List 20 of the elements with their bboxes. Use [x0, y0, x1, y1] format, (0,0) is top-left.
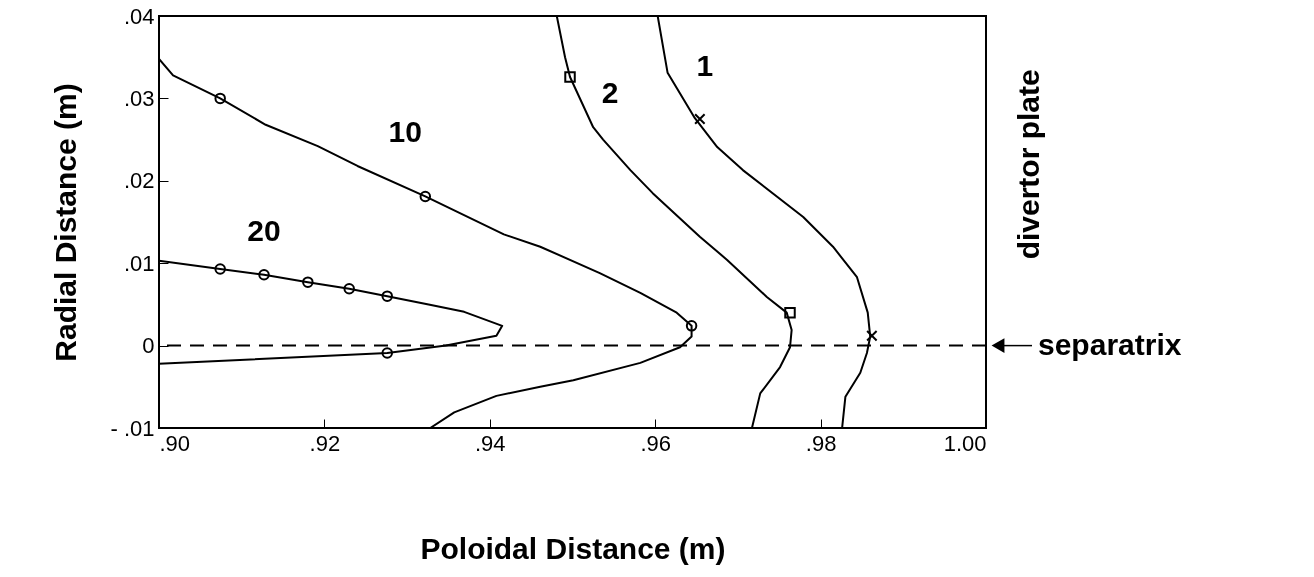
series-label: 2 [601, 76, 619, 110]
y-tick-label: - .01 [110, 415, 155, 441]
x-tick-label: .96 [640, 430, 671, 456]
y-tick-label: 0 [142, 333, 155, 359]
y-axis-title: Radial Distance (m) [49, 83, 83, 362]
y-tick-label: .01 [123, 250, 155, 276]
x-tick-label: 1.00 [943, 430, 987, 456]
ref-line-label: separatrix [1038, 327, 1182, 361]
y-tick-label: .03 [123, 85, 155, 111]
x-tick-label: .94 [475, 430, 506, 456]
y-tick-label: .02 [123, 168, 155, 194]
x-tick-label: .90 [159, 430, 191, 456]
x-axis-title: Poloidal Distance (m) [420, 531, 726, 565]
series-label: 1 [696, 49, 714, 83]
x-tick-label: .98 [805, 430, 837, 456]
series-label: 10 [388, 115, 422, 149]
y-tick-label: .04 [123, 3, 155, 29]
x-tick-label: .92 [309, 430, 341, 456]
series-label: 20 [247, 213, 281, 247]
text: divertor plate [1012, 69, 1045, 260]
